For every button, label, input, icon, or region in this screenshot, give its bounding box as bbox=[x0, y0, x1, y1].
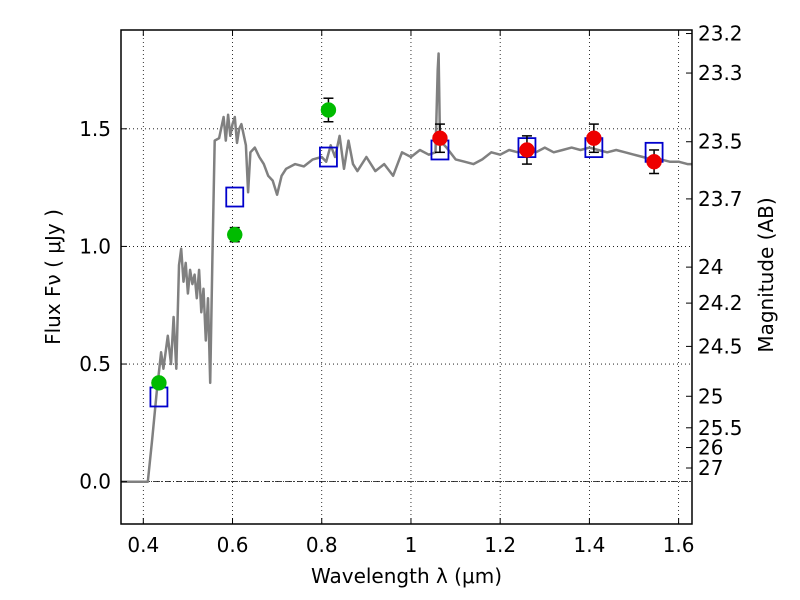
axis-ticks: 0.4 0.6 0.8 1 1.2 1.4 1.6 0.0 0.5 1.0 1.5 23.2 23.3 2… bbox=[79, 22, 742, 557]
x-tick-label: 0.6 bbox=[217, 533, 249, 557]
right-tick-label: 27 bbox=[698, 456, 723, 480]
right-tick-label: 24 bbox=[698, 255, 723, 279]
observed-point-green bbox=[320, 102, 337, 118]
x-axis-label: Wavelength λ (μm) bbox=[311, 564, 502, 588]
model-spectrum-layer bbox=[121, 52, 692, 483]
model-photometry-square bbox=[225, 186, 245, 208]
x-tick-label: 0.4 bbox=[127, 533, 159, 557]
model-photometry-square bbox=[319, 146, 338, 168]
right-tick-label: 25.5 bbox=[698, 416, 743, 440]
x-tick-label: 1.6 bbox=[663, 533, 695, 557]
right-tick-label: 23.3 bbox=[698, 61, 743, 85]
right-tick-label: 23.7 bbox=[698, 187, 743, 211]
x-tick-label: 0.8 bbox=[306, 533, 338, 557]
observed-point-red bbox=[519, 142, 535, 158]
plot-frame bbox=[120, 29, 693, 525]
right-tick-label: 25 bbox=[698, 384, 723, 408]
right-tick-label: 24.5 bbox=[698, 334, 743, 358]
right-tick-label: 23.5 bbox=[698, 130, 743, 154]
y-tick-label: 0.5 bbox=[79, 352, 111, 376]
observed-point-red bbox=[586, 130, 602, 146]
y-tick-label: 1.0 bbox=[79, 234, 111, 258]
grid-lines bbox=[121, 30, 692, 524]
x-tick-label: 1 bbox=[405, 533, 418, 557]
photometry-points-layer bbox=[149, 97, 664, 408]
right-tick-label: 26 bbox=[698, 436, 723, 460]
y-axis-label-right: Magnitude (AB) bbox=[754, 197, 778, 352]
observed-point-green bbox=[151, 375, 167, 391]
y-axis-label: Flux Fν ( μJy ) bbox=[41, 209, 65, 345]
right-tick-label: 24.2 bbox=[698, 291, 743, 315]
observed-point-green bbox=[227, 226, 243, 243]
right-tick-label: 23.2 bbox=[698, 22, 743, 46]
model-spectrum-line bbox=[121, 52, 692, 483]
x-tick-label: 1.2 bbox=[484, 533, 516, 557]
observed-point-red bbox=[646, 153, 662, 170]
x-tick-label: 1.4 bbox=[573, 533, 605, 557]
observed-point-red bbox=[432, 130, 448, 146]
y-tick-label: 0.0 bbox=[79, 470, 111, 494]
y-tick-label: 1.5 bbox=[79, 117, 111, 141]
